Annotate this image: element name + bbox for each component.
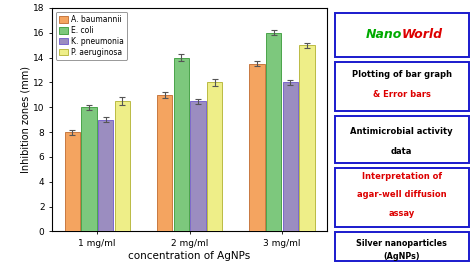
FancyBboxPatch shape: [335, 116, 469, 163]
Text: Interpretation of: Interpretation of: [362, 172, 442, 181]
Bar: [64, 132, 80, 231]
Bar: [299, 45, 315, 231]
Bar: [190, 101, 206, 231]
FancyBboxPatch shape: [335, 62, 469, 111]
Bar: [207, 82, 222, 231]
Bar: [157, 95, 173, 231]
Text: Silver nanoparticles: Silver nanoparticles: [356, 239, 447, 248]
Text: (AgNPs): (AgNPs): [383, 252, 420, 261]
X-axis label: concentration of AgNPs: concentration of AgNPs: [128, 251, 251, 261]
Text: assay: assay: [389, 209, 415, 218]
Bar: [81, 107, 97, 231]
FancyBboxPatch shape: [335, 168, 469, 227]
Bar: [266, 33, 281, 231]
Bar: [173, 58, 189, 231]
Legend: A. baumannii, E. coli, K. pneumonia, P. aeruginosa: A. baumannii, E. coli, K. pneumonia, P. …: [56, 12, 127, 60]
FancyBboxPatch shape: [335, 232, 469, 261]
Bar: [98, 120, 113, 231]
Text: & Error bars: & Error bars: [373, 90, 431, 99]
Bar: [283, 82, 298, 231]
Text: Plotting of bar graph: Plotting of bar graph: [352, 70, 452, 80]
Text: Antimicrobial activity: Antimicrobial activity: [350, 127, 453, 136]
Y-axis label: Inhibition zones (mm): Inhibition zones (mm): [20, 66, 30, 173]
Text: data: data: [391, 147, 412, 156]
Text: agar-well diffusion: agar-well diffusion: [357, 190, 447, 200]
Text: Nano: Nano: [365, 28, 401, 41]
Text: World: World: [401, 28, 443, 41]
FancyBboxPatch shape: [335, 13, 469, 57]
Bar: [249, 64, 264, 231]
Bar: [115, 101, 130, 231]
